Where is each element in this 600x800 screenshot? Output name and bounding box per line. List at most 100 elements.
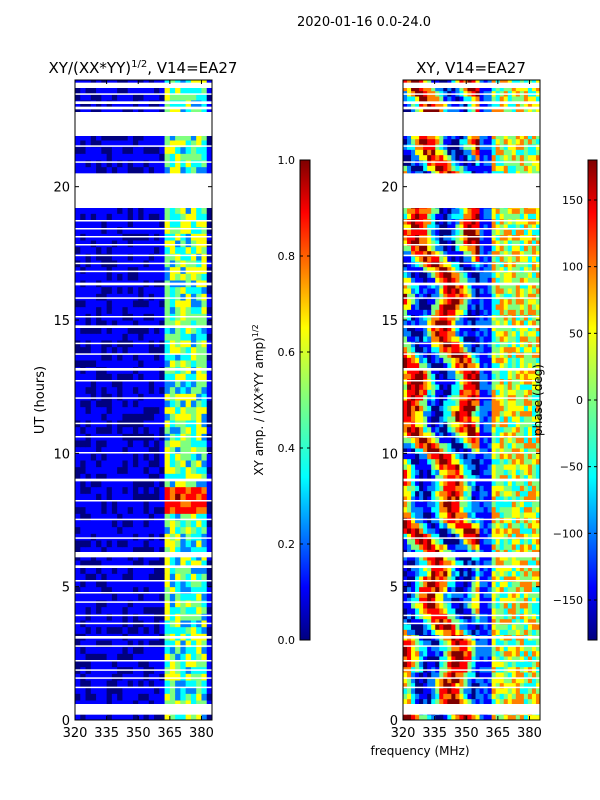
- left-heatmap-cell: [164, 660, 171, 668]
- left-heatmap-cell: [117, 413, 123, 421]
- left-heatmap-cell: [101, 393, 108, 401]
- right-heatmap-cell: [415, 565, 420, 572]
- right-heatmap-cell: [511, 650, 517, 657]
- right-heatmap-cell: [531, 490, 537, 497]
- left-heatmap-cell: [132, 440, 139, 448]
- right-heatmap-cell: [471, 688, 477, 694]
- left-heatmap-cell: [164, 140, 171, 148]
- right-heatmap-cell: [511, 624, 517, 630]
- right-heatmap-cell: [527, 368, 533, 374]
- left-heatmap-cell: [106, 400, 113, 408]
- right-heatmap-cell: [479, 661, 485, 668]
- left-heatmap-cell: [206, 160, 212, 168]
- right-heatmap-cell: [407, 533, 412, 540]
- left-heatmap-cell: [206, 593, 212, 601]
- left-heatmap-cell: [164, 500, 171, 508]
- right-heatmap-cell: [523, 373, 529, 380]
- right-heatmap-cell: [407, 688, 412, 694]
- right-heatmap-cell: [515, 405, 521, 412]
- right-heatmap-cell: [439, 405, 444, 412]
- left-heatmap-cell: [159, 140, 166, 148]
- right-heatmap-cell: [423, 682, 428, 689]
- left-heatmap-cell: [196, 606, 202, 614]
- right-heatmap-cell: [447, 346, 452, 353]
- left-heatmap-cell: [180, 146, 187, 154]
- left-heatmap-cell: [90, 266, 97, 274]
- left-heatmap-cell: [96, 686, 102, 694]
- right-heatmap-cell: [447, 613, 452, 620]
- right-heatmap-cell: [527, 506, 533, 513]
- right-heatmap-cell: [535, 682, 540, 689]
- right-heatmap-cell: [515, 517, 521, 524]
- left-heatmap-cell: [190, 346, 197, 354]
- left-heatmap-cell: [175, 700, 181, 708]
- left-heatmap-cell: [159, 473, 166, 481]
- left-heatmap-cell: [201, 160, 208, 168]
- right-heatmap-cell: [439, 512, 444, 518]
- right-heatmap-cell: [523, 613, 529, 620]
- right-heatmap-cell: [535, 672, 540, 678]
- left-heatmap-cell: [96, 580, 102, 588]
- right-heatmap-cell: [447, 544, 452, 550]
- right-heatmap-cell: [523, 453, 529, 460]
- left-heatmap-cell: [75, 333, 81, 341]
- right-heatmap-cell: [435, 645, 440, 652]
- right-heatmap-cell: [491, 480, 497, 486]
- left-heatmap-cell: [201, 540, 208, 548]
- right-heatmap-cell: [415, 570, 420, 577]
- left-heatmap-cell: [143, 533, 150, 541]
- right-heatmap-cell: [483, 474, 489, 481]
- left-heatmap-cell: [132, 566, 139, 574]
- left-heatmap-cell: [96, 540, 102, 548]
- right-heatmap-cell: [459, 586, 464, 593]
- right-heatmap-cell: [411, 714, 416, 720]
- left-heatmap-cell: [75, 146, 81, 154]
- left-heatmap-cell: [117, 286, 123, 294]
- left-heatmap-cell: [138, 140, 144, 148]
- right-heatmap-cell: [447, 554, 452, 561]
- left-heatmap-cell: [127, 266, 134, 274]
- right-heatmap-cell: [443, 389, 448, 396]
- right-heatmap-cell: [475, 714, 481, 720]
- right-heatmap-cell: [451, 677, 456, 684]
- left-heatmap-cell: [154, 106, 160, 114]
- right-heatmap-cell: [531, 693, 537, 700]
- right-heatmap-cell: [451, 656, 456, 662]
- right-heatmap-cell: [523, 389, 529, 396]
- left-heatmap-cell: [90, 493, 97, 501]
- right-heatmap-cell: [439, 586, 444, 593]
- right-heatmap-cell: [427, 405, 432, 412]
- left-heatmap-cell: [90, 226, 97, 234]
- left-heatmap-cell: [143, 213, 150, 221]
- right-heatmap-cell: [463, 592, 468, 598]
- right-heatmap-cell: [423, 677, 428, 684]
- right-heatmap-cell: [411, 693, 416, 700]
- left-heatmap-cell: [111, 460, 118, 468]
- left-heatmap-cell: [180, 106, 187, 114]
- right-heatmap-cell: [451, 560, 456, 566]
- right-heatmap-cell: [419, 554, 424, 561]
- left-heatmap-cell: [132, 686, 139, 694]
- right-heatmap-cell: [507, 533, 513, 540]
- right-heatmap-cell: [403, 682, 408, 689]
- right-heatmap-cell: [447, 389, 452, 396]
- left-heatmap-cell: [159, 573, 166, 581]
- right-heatmap-cell: [523, 677, 529, 684]
- right-heatmap-cell: [451, 640, 456, 646]
- left-heatmap-cell: [138, 146, 144, 154]
- right-heatmap-cell: [431, 554, 436, 561]
- left-heatmap-cell: [101, 486, 108, 494]
- right-heatmap-cell: [459, 672, 464, 678]
- right-heatmap-cell: [431, 693, 436, 700]
- right-heatmap-cell: [479, 357, 485, 364]
- right-heatmap-cell: [419, 629, 424, 636]
- left-heatmap-cell: [175, 160, 181, 168]
- right-heatmap-cell: [415, 490, 420, 497]
- right-heatmap-cell: [423, 421, 428, 428]
- left-heatmap-cell: [101, 446, 108, 454]
- right-heatmap-cell: [435, 650, 440, 657]
- left-heatmap-cell: [96, 140, 102, 148]
- right-heatmap-cell: [447, 581, 452, 588]
- left-heatmap-cell: [96, 600, 102, 608]
